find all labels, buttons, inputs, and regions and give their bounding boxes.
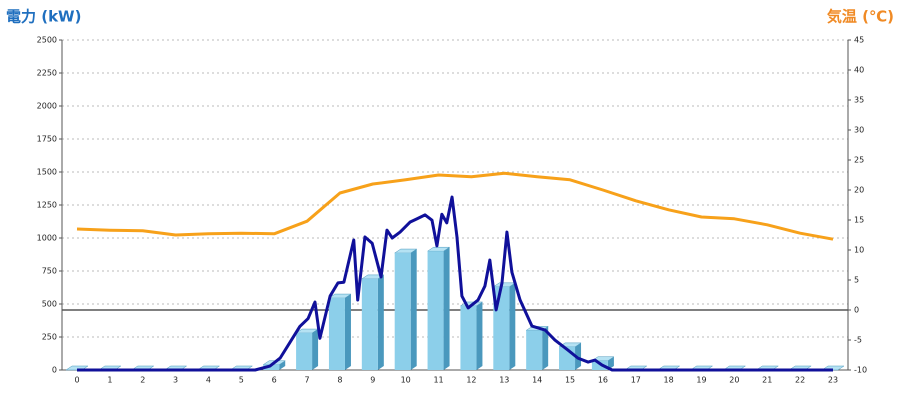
x-tick-label: 18 [664,376,674,385]
bar [526,330,543,370]
x-tick-label: 3 [173,376,178,385]
x-tick-label: 5 [239,376,244,385]
bar-side [443,247,450,370]
x-tick-label: 1 [107,376,112,385]
line [77,195,833,372]
x-tick-label: 10 [401,376,411,385]
y2-tick-label: 10 [854,246,864,255]
x-tick-label: 16 [598,376,608,385]
bar-side [344,294,351,370]
bar-side [607,356,614,370]
x-tick-label: 13 [499,376,509,385]
y-tick-label: 750 [42,267,57,276]
bar [394,253,411,370]
x-tick-label: 2 [140,376,145,385]
y-tick-label: 2250 [37,69,57,78]
y-tick-label: 1750 [37,135,57,144]
x-tick-label: 15 [565,376,575,385]
bar-side [377,274,384,370]
bar-side [410,249,417,370]
x-tick-label: 22 [795,376,805,385]
x-tick-label: 14 [532,376,542,385]
bar [328,298,345,370]
bar [361,278,378,370]
y-tick-label: 250 [42,333,57,342]
y-tick-label: 1500 [37,168,57,177]
y-tick-label: 1000 [37,234,57,243]
x-tick-label: 11 [433,376,443,385]
x-tick-label: 20 [729,376,739,385]
x-tick-label: 4 [206,376,211,385]
x-tick-label: 21 [762,376,772,385]
y-tick-label: 0 [52,366,57,375]
x-tick-label: 12 [466,376,476,385]
y2-tick-label: -10 [854,366,867,375]
bar-side [312,329,319,370]
line [76,171,834,241]
bar-side [542,326,549,370]
bar [460,305,477,370]
bar [427,251,444,370]
x-tick-label: 6 [272,376,277,385]
y-axis-title: 電力 (kW) [6,8,81,26]
x-tick-label: 19 [696,376,706,385]
y2-tick-label: 45 [854,36,864,45]
y-tick-label: 2500 [37,36,57,45]
y2-tick-label: -5 [854,336,862,345]
y2-tick-label: 20 [854,186,864,195]
x-tick-label: 0 [74,376,79,385]
y2-tick-label: 30 [854,126,864,135]
y2-tick-label: 0 [854,306,859,315]
x-tick-label: 8 [337,376,342,385]
x-tick-label: 23 [828,376,838,385]
x-tick-label: 9 [370,376,375,385]
bar-side [509,282,516,370]
y-tick-label: 1250 [37,201,57,210]
bar [263,364,280,370]
y2-tick-label: 40 [854,66,864,75]
x-tick-label: 7 [305,376,310,385]
bar-side [476,301,483,370]
y2-tick-label: 5 [854,276,859,285]
y-tick-label: 2000 [37,102,57,111]
y-tick-label: 500 [42,300,57,309]
y2-tick-label: 25 [854,156,864,165]
bar-side [279,360,286,370]
y2-tick-label: 35 [854,96,864,105]
y2-tick-label: 15 [854,216,864,225]
x-tick-label: 17 [631,376,641,385]
y2-axis-title: 気温 (℃) [827,8,894,26]
bar [296,333,313,370]
